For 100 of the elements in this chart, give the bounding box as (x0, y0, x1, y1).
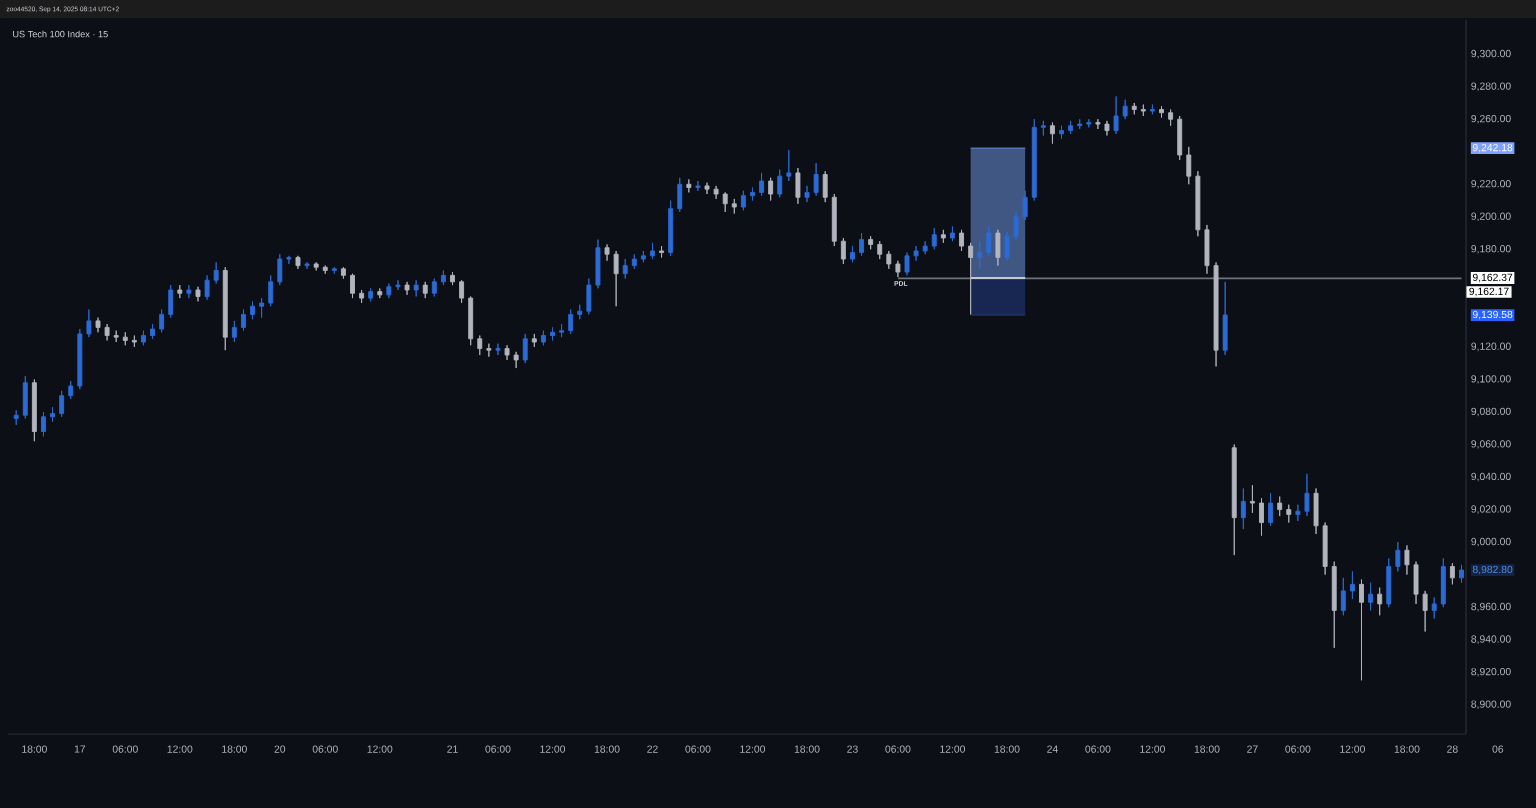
candlestick (277, 253, 283, 286)
candlestick (259, 297, 265, 319)
candlestick (477, 335, 483, 356)
candlestick (204, 274, 210, 301)
candlestick (968, 242, 974, 315)
candlestick (50, 406, 55, 423)
candlestick (422, 281, 428, 299)
candlestick (686, 178, 692, 193)
candlestick (677, 177, 683, 213)
candlestick (240, 309, 246, 332)
candlestick (250, 300, 255, 320)
candlestick (886, 250, 892, 270)
candlestick (1077, 118, 1083, 130)
candlestick (440, 270, 446, 286)
candlestick (1331, 561, 1337, 649)
candlestick (995, 229, 1001, 267)
candlestick (1049, 122, 1055, 145)
candlestick (41, 411, 46, 437)
candlestick (922, 240, 928, 255)
candlestick (1249, 484, 1255, 514)
candlestick (859, 232, 864, 257)
candlestick (31, 378, 37, 442)
candlestick (313, 261, 319, 271)
candlestick (1222, 281, 1228, 356)
candlestick (522, 333, 528, 364)
candlestick (1068, 120, 1074, 135)
candlestick (159, 309, 165, 333)
candlestick (868, 235, 874, 250)
candlestick (77, 328, 83, 390)
candlestick (768, 177, 774, 201)
candlestick (1186, 146, 1192, 185)
candlestick (459, 279, 465, 304)
candlestick (295, 255, 301, 270)
candlestick (986, 226, 992, 257)
candlestick (1040, 120, 1046, 136)
candlestick (304, 261, 310, 270)
candlestick (1449, 562, 1455, 585)
candlestick (740, 190, 746, 211)
candlestick (931, 227, 937, 250)
candlestick (1022, 190, 1028, 221)
candlestick (540, 330, 546, 346)
candlestick (759, 172, 765, 197)
candlestick (631, 253, 637, 270)
candlestick (877, 240, 883, 260)
candlestick (213, 261, 219, 284)
candlestick (59, 390, 65, 418)
candlestick (786, 149, 792, 182)
candlestick (850, 245, 855, 263)
candlestick (413, 279, 419, 297)
candlestick (977, 240, 983, 270)
candlestick (1140, 104, 1146, 117)
candlestick (486, 343, 492, 358)
candlestick (186, 284, 192, 299)
candlestick (668, 200, 674, 257)
candlestick (495, 343, 501, 356)
candlestick (1031, 118, 1037, 201)
candlestick (1240, 487, 1246, 530)
candlestick (750, 187, 755, 201)
candlestick (1359, 579, 1364, 681)
candlestick (895, 260, 901, 278)
candlestick (122, 331, 128, 346)
candlestick (86, 309, 92, 338)
candlestick (1149, 104, 1155, 115)
candlestick (550, 326, 555, 341)
candlestick (777, 169, 783, 198)
candlestick (404, 281, 410, 296)
candlestick (1168, 109, 1174, 127)
candlestick (1377, 587, 1383, 616)
candlestick (1113, 96, 1119, 135)
candlestick (1440, 557, 1446, 608)
candlestick (577, 304, 583, 320)
candlestick (1368, 582, 1374, 611)
candlestick (840, 237, 846, 265)
candlestick (731, 198, 737, 214)
candlestick (131, 335, 137, 348)
candlestick (1122, 99, 1128, 120)
candlestick (350, 273, 355, 299)
candlestick (831, 193, 837, 247)
candlestick (622, 258, 628, 280)
candlestick (1259, 497, 1264, 537)
candlestick (950, 226, 955, 242)
candlestick (559, 323, 565, 338)
candlestick (940, 229, 946, 244)
candlestick (1349, 570, 1355, 600)
candlestick (568, 309, 574, 335)
candlestick (340, 266, 346, 280)
candlestick (1431, 596, 1437, 619)
candlestick (1231, 444, 1237, 556)
candlestick (695, 180, 701, 192)
candlestick (722, 191, 728, 213)
candlestick (1277, 496, 1283, 517)
candlestick (1177, 115, 1183, 161)
candlestick (68, 380, 74, 400)
candlestick (22, 375, 28, 419)
candlestick (322, 265, 328, 275)
candlestick (1131, 102, 1137, 115)
candlestick (431, 278, 437, 297)
candlestick (195, 286, 201, 302)
candlestick (177, 284, 183, 299)
candlestick (650, 242, 655, 260)
